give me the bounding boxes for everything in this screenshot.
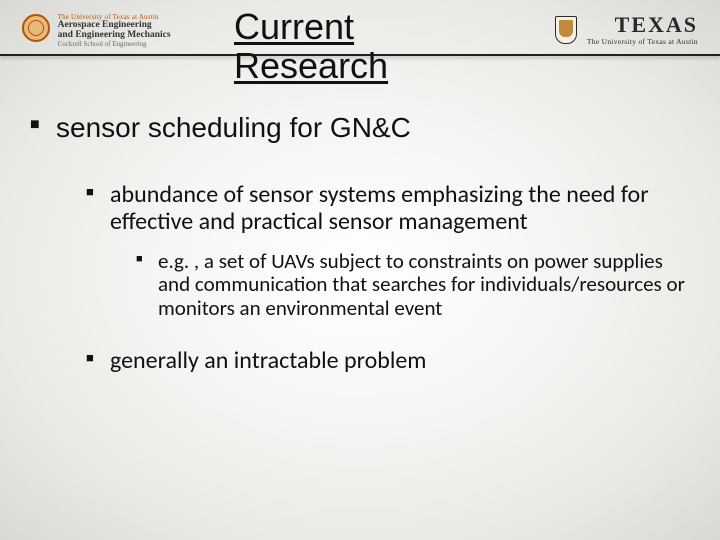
right-logo-sub: The University of Texas at Austin (587, 37, 698, 46)
right-affiliation-logo: TEXAS The University of Texas at Austin (555, 14, 698, 46)
bullet-l2-1: abundance of sensor systems emphasizing … (86, 182, 692, 320)
ut-shield-icon (555, 16, 577, 44)
right-logo-wordmark: TEXAS (587, 14, 698, 36)
left-logo-line3: Cockrell School of Engineering (58, 41, 171, 48)
bullet-list-level3: e.g. , a set of UAVs subject to constrai… (110, 250, 692, 321)
left-affiliation-logo: The University of Texas at Austin Aerosp… (22, 14, 192, 49)
bullet-l2-2-text: generally an intractable problem (110, 346, 426, 375)
bullet-list-level1: sensor scheduling for GN&C abundance of … (28, 112, 692, 375)
bullet-l3-1: e.g. , a set of UAVs subject to constrai… (136, 250, 692, 321)
bullet-l1-1-text: sensor scheduling for GN&C (56, 112, 411, 143)
slide: The University of Texas at Austin Aerosp… (0, 0, 720, 540)
left-logo-text: The University of Texas at Austin Aerosp… (58, 14, 171, 49)
slide-body: sensor scheduling for GN&C abundance of … (28, 112, 692, 413)
bullet-l1-1: sensor scheduling for GN&C abundance of … (28, 112, 692, 375)
bullet-l2-2: generally an intractable problem (86, 348, 692, 375)
bullet-l3-1-text: e.g. , a set of UAVs subject to constrai… (158, 248, 685, 321)
ut-seal-icon (22, 14, 50, 42)
left-logo-line2: Aerospace Engineering and Engineering Me… (58, 21, 171, 41)
bullet-l2-1-text: abundance of sensor systems emphasizing … (110, 180, 649, 236)
bullet-list-level2: abundance of sensor systems emphasizing … (56, 182, 692, 375)
right-logo-text: TEXAS The University of Texas at Austin (587, 14, 698, 46)
slide-title: Current Research (234, 8, 388, 86)
